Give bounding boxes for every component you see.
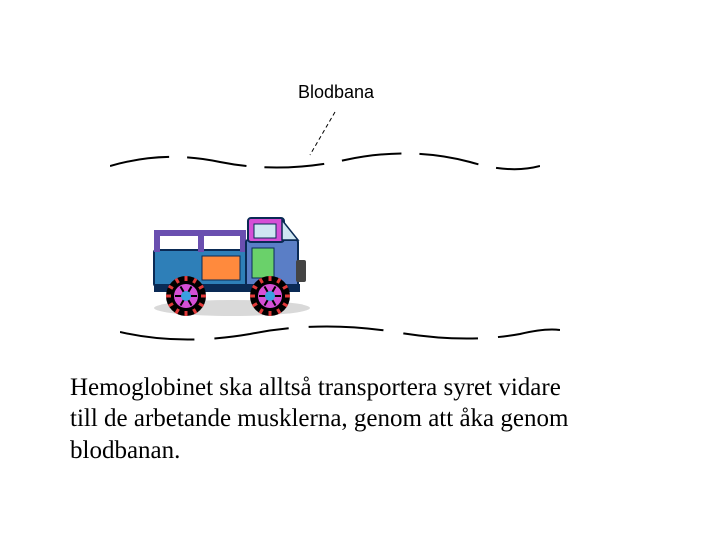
top-wave-path: [110, 153, 540, 169]
diagram-stage: Blodbana Hemoglobinet ska alltså transpo…: [0, 0, 720, 540]
caption-line-3: blodbanan.: [70, 435, 568, 466]
hemoglobin-truck-icon: [148, 200, 316, 318]
caption-text: Hemoglobinet ska alltså transportera syr…: [70, 372, 568, 466]
bloodstream-label: Blodbana: [298, 82, 374, 103]
bottom-blood-vessel-wall: [120, 318, 560, 346]
caption-line-1: Hemoglobinet ska alltså transportera syr…: [70, 372, 568, 403]
caption-line-2: till de arbetande musklerna, genom att å…: [70, 403, 568, 434]
top-blood-vessel-wall: [110, 148, 540, 176]
bottom-wave-path: [120, 326, 560, 339]
